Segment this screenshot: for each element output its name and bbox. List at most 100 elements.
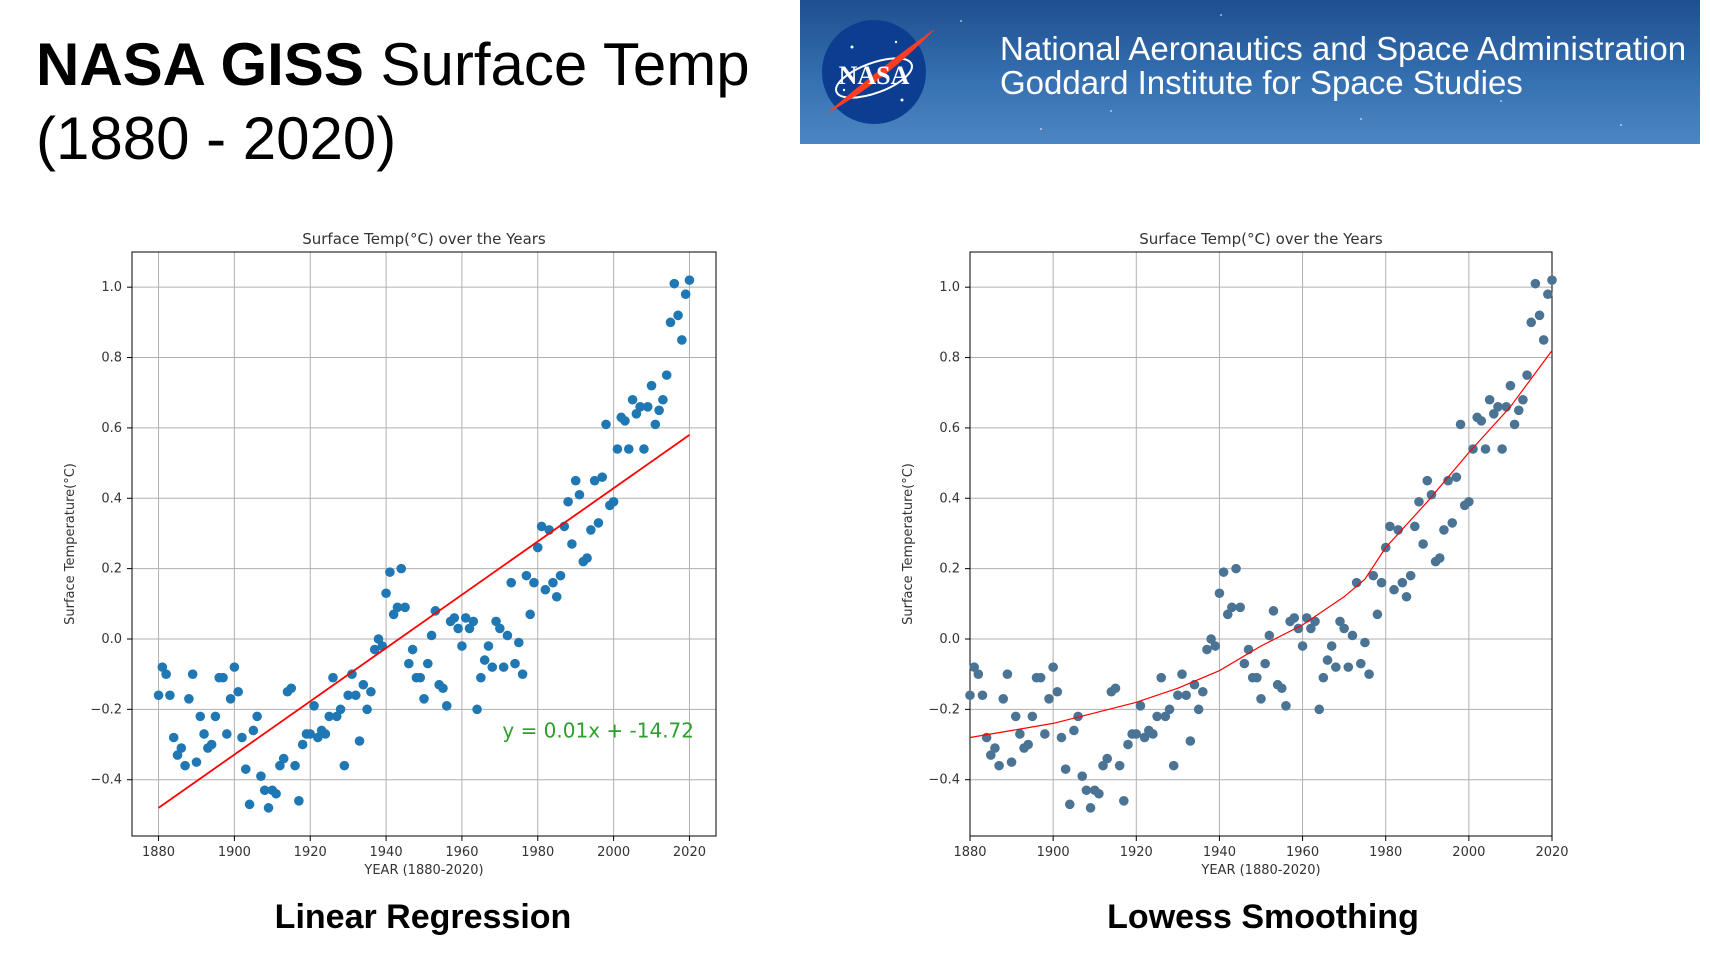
data-point (601, 419, 611, 430)
y-tick-label: 0.8 (939, 351, 960, 366)
data-point (1418, 539, 1428, 549)
data-point (313, 732, 323, 743)
data-point (1256, 693, 1266, 704)
data-point (639, 444, 649, 454)
y-tick-label: −0.4 (928, 773, 960, 788)
x-tick-label: 1900 (218, 845, 251, 860)
data-point (532, 542, 543, 553)
data-point (1035, 672, 1046, 683)
data-point (1547, 275, 1557, 285)
data-point (218, 672, 228, 683)
banner-text: National Aeronautics and Space Administr… (1000, 32, 1686, 100)
data-point (582, 553, 592, 563)
nasa-giss-banner: NASA National Aeronautics and Space Admi… (800, 0, 1700, 144)
data-point (430, 606, 441, 616)
data-point (453, 623, 463, 634)
data-point (294, 796, 304, 806)
data-point (240, 764, 251, 774)
data-point (157, 662, 168, 672)
data-point (1335, 616, 1345, 627)
data-point (263, 803, 274, 813)
data-point (1289, 613, 1300, 623)
x-tick-label: 1920 (294, 845, 327, 860)
data-point (244, 799, 255, 810)
data-point (320, 729, 331, 739)
data-point (1522, 370, 1532, 380)
data-point (574, 489, 585, 500)
chart-right-svg: 1880 1900 1920 1940 1960 1980 2000 2020 −0.4 −0.2… (901, 230, 1569, 878)
data-point (1434, 553, 1445, 563)
data-point (1414, 496, 1424, 507)
data-point (165, 690, 175, 701)
data-point (1210, 641, 1221, 651)
data-point (1268, 606, 1279, 616)
data-point (1052, 686, 1063, 697)
data-point (184, 693, 194, 704)
y-tick-label: 0.2 (101, 562, 122, 577)
y-tick-label: 1.0 (101, 280, 122, 295)
data-point (206, 739, 217, 750)
data-point (438, 683, 448, 694)
data-point (1451, 472, 1462, 482)
data-point (1077, 771, 1088, 781)
data-point (305, 729, 316, 739)
y-tick-label: 0.0 (101, 632, 122, 647)
data-point (1131, 729, 1142, 739)
data-point (1439, 525, 1449, 535)
data-point (612, 444, 623, 454)
data-point (1040, 729, 1050, 739)
data-point (1389, 584, 1399, 595)
x-tick-label: 1880 (142, 845, 175, 860)
data-point (969, 662, 979, 672)
data-point (1073, 711, 1083, 722)
x-tick-label: 2020 (1535, 845, 1568, 860)
data-point (1405, 570, 1416, 581)
data-point (1156, 672, 1167, 683)
data-point (381, 588, 391, 599)
data-point (654, 405, 664, 416)
data-point (1447, 518, 1458, 528)
data-point (620, 416, 630, 426)
data-point (407, 644, 418, 655)
x-tick-label: 1880 (953, 845, 986, 860)
lowess-curve (969, 350, 1553, 739)
data-point (1318, 672, 1329, 683)
x-tick-label: 1940 (1203, 845, 1236, 860)
data-point (404, 658, 414, 669)
data-point (195, 711, 206, 722)
y-tick-label: 0.6 (101, 421, 122, 436)
data-point (176, 743, 187, 753)
data-point (210, 711, 221, 722)
data-point (1235, 602, 1246, 613)
data-point (555, 570, 566, 581)
data-point (1222, 609, 1233, 620)
data-point (1276, 683, 1287, 694)
data-point (1085, 803, 1096, 813)
data-point (1181, 690, 1191, 701)
data-point (510, 658, 520, 669)
data-point (479, 655, 490, 665)
chart-title: Surface Temp(°C) over the Years (302, 230, 546, 248)
data-point (259, 785, 270, 796)
data-point (1385, 521, 1395, 532)
y-tick-label: 0.8 (101, 351, 122, 366)
data-point (1534, 310, 1545, 321)
data-point (286, 683, 297, 694)
data-point (426, 630, 437, 641)
data-point (1048, 662, 1058, 672)
data-point (502, 630, 513, 641)
data-point (1206, 634, 1216, 644)
regression-line (157, 434, 691, 809)
chart-left-svg: 1880 1900 1920 1940 1960 1980 2000 2020 −0.4 −0.2… (63, 230, 717, 878)
data-point (339, 760, 350, 771)
data-point (631, 409, 642, 419)
data-point (1185, 736, 1196, 746)
data-point (362, 704, 372, 715)
data-point (1110, 683, 1121, 694)
plot-frame (131, 251, 717, 837)
data-point (422, 658, 433, 669)
data-point (1202, 644, 1212, 655)
data-point (1010, 711, 1021, 722)
data-point (487, 662, 498, 672)
y-tick-label: 0.0 (939, 632, 960, 647)
